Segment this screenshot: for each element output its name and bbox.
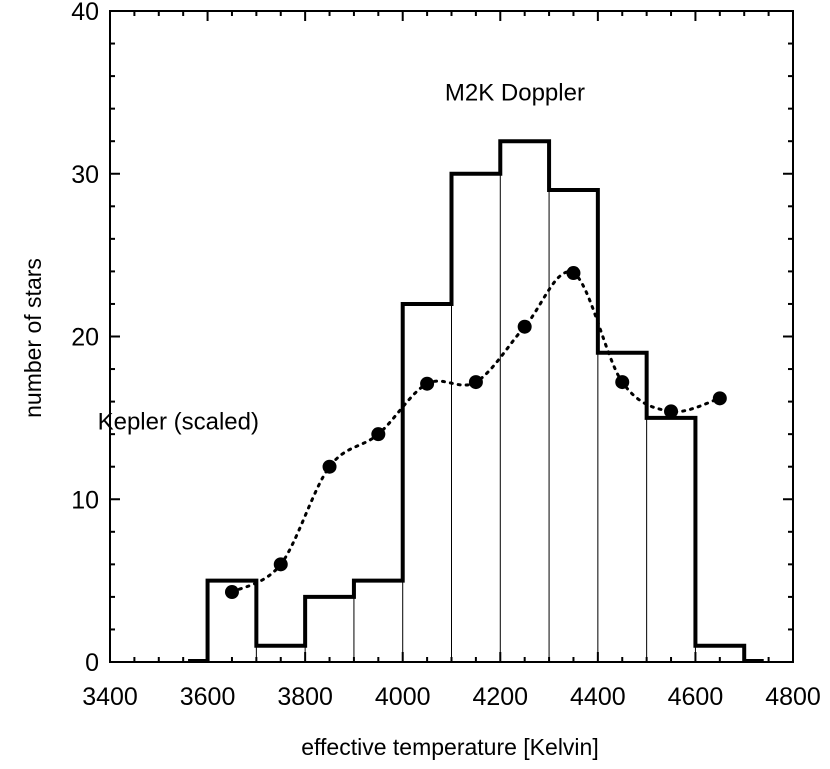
histogram-bar-3900: [353, 580, 403, 662]
histogram-bar-4300: [549, 190, 598, 662]
y-tick-label-40: 40: [71, 0, 99, 26]
kepler-point-3650: [224, 585, 239, 600]
y-tick-labels: 0 10 20 30 40: [71, 0, 99, 677]
x-tick-labels: 3400 3600 3800 4000 4200 4400 4600 4800: [82, 683, 821, 711]
x-tick-label-4400: 4400: [570, 683, 626, 711]
histogram-bars: [207, 141, 745, 662]
y-tick-label-0: 0: [85, 649, 99, 677]
kepler-point-3750: [273, 557, 288, 572]
histogram-bar-3800: [305, 596, 354, 662]
x-tick-label-4600: 4600: [668, 683, 724, 711]
histogram-bar-3700: [256, 645, 306, 662]
x-tick-label-3800: 3800: [277, 683, 333, 711]
kepler-series-points: [224, 266, 727, 600]
y-tick-label-30: 30: [71, 161, 99, 189]
annotation-kepler-scaled: Kepler (scaled): [98, 408, 259, 435]
kepler-point-4650: [712, 391, 727, 406]
y-tick-label-20: 20: [71, 324, 99, 352]
histogram-bar-4100: [451, 173, 501, 662]
kepler-point-4350: [566, 266, 581, 281]
x-tick-label-4000: 4000: [375, 683, 431, 711]
x-tick-label-4800: 4800: [765, 683, 821, 711]
kepler-point-4150: [468, 375, 483, 390]
histogram-bar-4000: [402, 303, 452, 662]
x-tick-label-3600: 3600: [180, 683, 236, 711]
x-axis-label: effective temperature [Kelvin]: [301, 734, 598, 760]
kepler-point-4450: [615, 375, 630, 390]
y-axis-label: number of stars: [20, 258, 46, 418]
kepler-point-4050: [420, 376, 435, 391]
histogram-bar-4200: [500, 141, 550, 662]
annotation-m2k-doppler: M2K Doppler: [445, 80, 585, 107]
histogram-outline: [188, 139, 764, 663]
kepler-point-4250: [517, 319, 532, 334]
histogram-bar-4500: [646, 417, 696, 662]
histogram-bar-4600: [695, 645, 745, 662]
kepler-point-4550: [664, 404, 679, 419]
kepler-point-3950: [371, 427, 386, 442]
axis-ticks: [109, 10, 794, 663]
kepler-point-3850: [322, 459, 337, 474]
x-tick-label-3400: 3400: [82, 683, 138, 711]
y-tick-label-10: 10: [71, 486, 99, 514]
x-tick-label-4200: 4200: [472, 683, 528, 711]
histogram-bar-4400: [597, 352, 647, 662]
